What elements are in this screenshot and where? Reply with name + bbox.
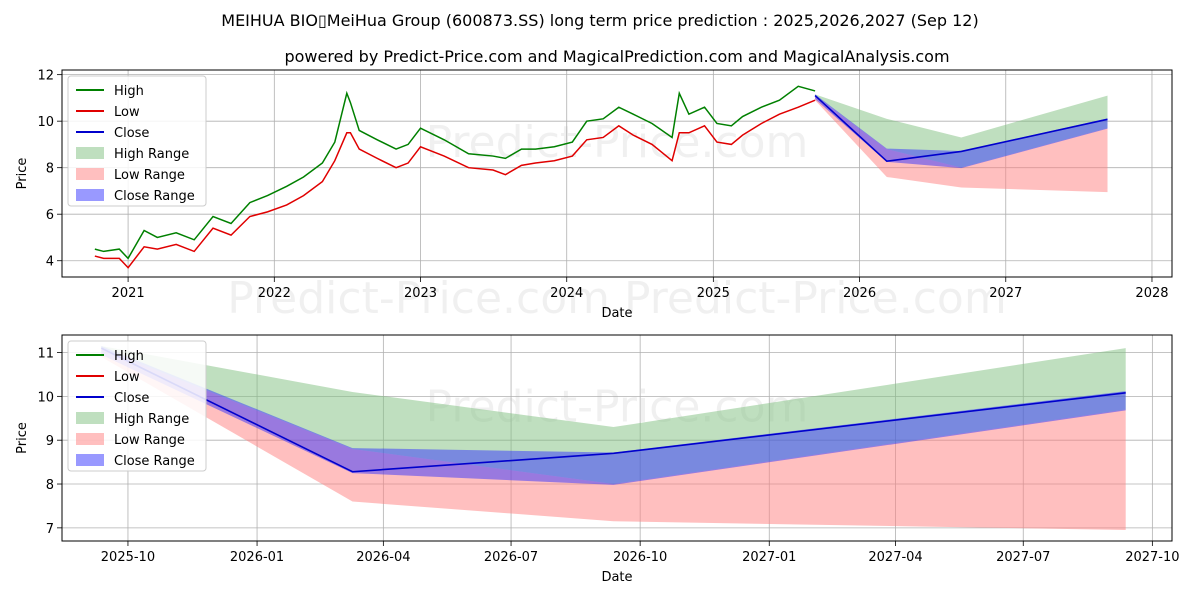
y-axis-label: Price <box>15 158 30 190</box>
x-tick-label: 2024 <box>550 286 583 301</box>
y-tick-label: 10 <box>37 115 54 130</box>
x-tick-label: 2027-04 <box>868 550 922 565</box>
plot-frame <box>61 69 1173 278</box>
legend-swatch <box>76 433 104 445</box>
legend-label: Close <box>114 126 149 141</box>
legend-swatch <box>76 147 104 159</box>
x-tick-label: 2027-01 <box>742 550 796 565</box>
y-tick-label: 8 <box>46 478 54 493</box>
legend-label: Low Range <box>114 433 185 448</box>
legend-label: Low Range <box>114 168 185 183</box>
legend: High Low Close High Range Low Range Close Ran… <box>67 340 207 472</box>
y-axis-label: Price <box>15 422 30 454</box>
y-tick-label: 12 <box>37 69 54 84</box>
x-tick-label: 2027 <box>989 286 1022 301</box>
low-range-band <box>815 95 1108 193</box>
watermark: Predict-Price.com Predict-Price.com <box>227 273 1006 324</box>
x-tick-label: 2026-04 <box>356 550 410 565</box>
chart-subtitle: powered by Predict-Price.com and Magical… <box>284 47 949 66</box>
legend-swatch <box>76 168 104 180</box>
x-tick-label: 2023 <box>404 286 437 301</box>
plot-area-0 <box>94 85 1108 269</box>
high-series-line <box>94 85 816 260</box>
legend-label: High <box>114 84 144 99</box>
low-series-line <box>94 99 816 269</box>
low-range-band <box>101 348 1126 531</box>
y-tick-label: 7 <box>46 522 54 537</box>
legend-label: High Range <box>114 412 189 427</box>
y-tick-label: 6 <box>46 208 54 223</box>
panel-overview: Predict-Price.com Predict-Price.com Predi… <box>15 69 1173 324</box>
close-series-line <box>814 94 1108 163</box>
y-tick-label: 4 <box>46 255 54 270</box>
legend: High Low Close High Range Low Range Close Ran… <box>67 75 207 207</box>
watermark: Predict-Price.com <box>426 117 809 168</box>
x-tick-label: 2025 <box>697 286 730 301</box>
legend-swatch <box>76 412 104 424</box>
legend-label: Close Range <box>114 189 195 204</box>
y-tick-label: 11 <box>37 347 54 362</box>
legend-label: High Range <box>114 147 189 162</box>
legend-label: Close <box>114 391 149 406</box>
x-tick-label: 2026-10 <box>613 550 667 565</box>
close-series-line <box>100 347 1126 473</box>
x-axis-label: Date <box>601 570 632 585</box>
plot-area-1 <box>100 345 1126 531</box>
close-range-band <box>101 345 1126 485</box>
close-range-band <box>815 94 1108 169</box>
x-tick-label: 2027-07 <box>996 550 1050 565</box>
x-tick-label: 2025-10 <box>101 550 155 565</box>
chart-title: MEIHUA BIO▯MeiHua Group (600873.SS) long… <box>221 11 978 30</box>
legend-swatch <box>76 454 104 466</box>
legend-label: Low <box>114 370 140 385</box>
x-axis-label: Date <box>601 306 632 321</box>
x-tick-label: 2028 <box>1135 286 1168 301</box>
x-tick-label: 2026-01 <box>230 550 284 565</box>
legend-label: Close Range <box>114 454 195 469</box>
x-tick-label: 2027-10 <box>1125 550 1179 565</box>
legend-label: Low <box>114 105 140 120</box>
x-tick-label: 2026-07 <box>484 550 538 565</box>
y-tick-label: 9 <box>46 434 54 449</box>
legend-swatch <box>76 189 104 201</box>
x-tick-label: 2022 <box>258 286 291 301</box>
x-tick-label: 2021 <box>112 286 145 301</box>
y-tick-label: 8 <box>46 162 54 177</box>
plot-frame <box>61 334 1173 542</box>
legend-label: High <box>114 349 144 364</box>
x-tick-label: 2026 <box>843 286 876 301</box>
y-tick-label: 10 <box>37 390 54 405</box>
